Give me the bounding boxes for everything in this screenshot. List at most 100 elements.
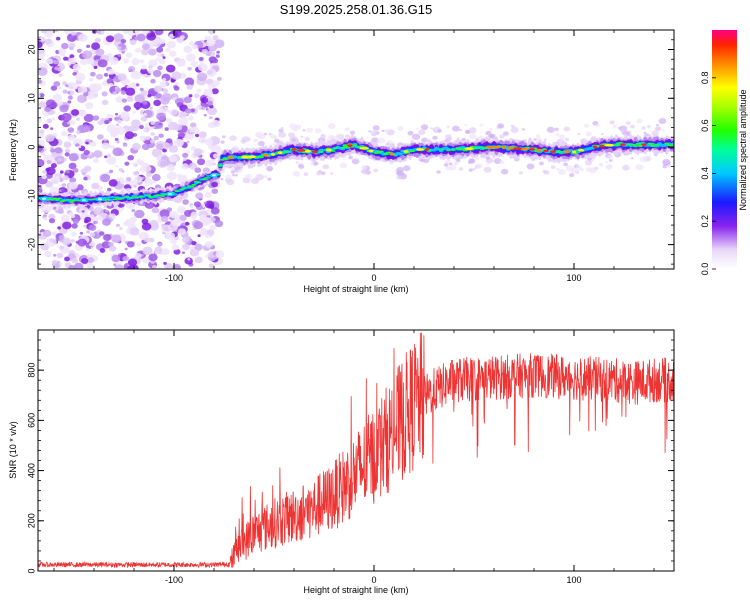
heatmap-peak-cell	[501, 146, 507, 150]
heatmap-noise-cell	[116, 123, 120, 127]
heatmap-noise-cell	[122, 256, 129, 262]
heatmap-noise-cell	[141, 256, 150, 264]
heatmap-halo-cell	[464, 123, 468, 127]
heatmap-noise-cell	[126, 96, 134, 102]
heatmap-noise-cell	[147, 68, 154, 74]
heatmap-noise-cell	[134, 209, 145, 219]
heatmap-noise-cell	[158, 133, 164, 138]
heatmap-noise-cell	[61, 237, 72, 246]
heatmap-noise-cell	[164, 127, 169, 131]
heatmap-noise-cell	[50, 85, 58, 91]
heatmap-peak-cell	[311, 150, 319, 154]
heatmap-ridge-cell	[61, 199, 67, 202]
heatmap-noise-cell	[155, 93, 162, 99]
heatmap-noise-cell	[179, 214, 187, 221]
heatmap-noise-cell	[131, 209, 136, 212]
heatmap-noise-cell	[157, 65, 163, 71]
heatmap-ridge-cell	[71, 199, 77, 202]
heatmap-noise-cell	[124, 161, 130, 166]
heatmap-noise-cell	[204, 200, 215, 209]
heatmap-noise-cell	[149, 219, 159, 228]
heatmap-noise-cell	[186, 150, 191, 154]
heatmap-noise-cell	[50, 163, 57, 169]
heatmap-noise-cell	[141, 48, 150, 56]
heatmap-halo-cell	[274, 138, 280, 143]
heatmap-noise-cell	[216, 50, 220, 54]
heatmap-noise-cell	[108, 245, 117, 252]
heatmap-noise-cell	[179, 197, 183, 200]
heatmap-noise-cell	[76, 184, 84, 191]
heatmap-noise-cell	[156, 112, 167, 121]
heatmap-noise-cell	[57, 158, 62, 162]
heatmap-noise-cell	[46, 208, 52, 212]
heatmap-noise-cell	[170, 238, 177, 245]
heatmap-halo-cell	[622, 164, 630, 171]
heatmap-peak-cell	[599, 144, 605, 148]
heatmap-noise-cell	[196, 72, 208, 82]
heatmap-noise-cell	[52, 93, 62, 102]
heatmap-halo-cell	[605, 161, 608, 164]
heatmap-noise-cell	[128, 66, 136, 72]
heatmap-noise-cell	[46, 237, 57, 247]
heatmap-noise-cell	[45, 58, 54, 65]
heatmap-noise-cell	[188, 116, 194, 121]
heatmap-noise-cell	[115, 165, 119, 168]
heatmap-halo-cell	[569, 173, 575, 178]
heatmap-halo-cell	[437, 129, 442, 133]
heatmap-noise-cell	[124, 218, 135, 227]
heatmap-halo-cell	[600, 132, 604, 136]
heatmap-noise-cell	[164, 106, 169, 110]
heatmap-noise-cell	[61, 112, 72, 122]
heatmap-halo-cell	[612, 124, 618, 128]
heatmap-noise-cell	[38, 117, 42, 123]
heatmap-noise-cell	[131, 58, 140, 66]
heatmap-halo-cell	[272, 143, 276, 146]
heatmap-halo-cell	[255, 174, 260, 178]
heatmap-noise-cell	[187, 66, 192, 71]
heatmap-peak-cell	[296, 149, 306, 152]
heatmap-noise-cell	[89, 141, 97, 147]
heatmap-noise-cell	[203, 113, 207, 117]
heatmap-peak-cell	[572, 150, 576, 154]
heatmap-noise-cell	[111, 234, 122, 243]
heatmap-halo-cell	[656, 123, 659, 127]
heatmap-noise-cell	[132, 111, 136, 114]
heatmap-halo-cell	[486, 163, 490, 166]
heatmap-noise-cell	[150, 78, 156, 84]
heatmap-noise-cell	[64, 256, 70, 262]
heatmap-halo-cell	[662, 159, 671, 166]
heatmap-halo-cell	[267, 177, 272, 181]
heatmap-peak-cell	[543, 149, 549, 153]
heatmap-noise-cell	[123, 78, 131, 85]
heatmap-noise-cell	[123, 221, 128, 226]
heatmap-ridge-cell	[450, 149, 456, 151]
heatmap-noise-cell	[169, 50, 177, 57]
heatmap-noise-cell	[103, 234, 112, 241]
heatmap-noise-cell	[93, 65, 98, 69]
heatmap-halo-cell	[371, 137, 379, 143]
heatmap-noise-cell	[101, 142, 110, 150]
heatmap-noise-cell	[119, 227, 123, 230]
heatmap-halo-cell	[229, 135, 237, 141]
heatmap-noise-cell	[77, 85, 88, 94]
heatmap-noise-cell	[152, 180, 157, 184]
heatmap-halo-cell	[322, 164, 330, 170]
heatmap-noise-cell	[50, 127, 54, 130]
heatmap-halo-cell	[647, 125, 651, 128]
heatmap-halo-cell	[542, 170, 547, 174]
heatmap-noise-cell	[67, 134, 76, 141]
heatmap-halo-cell	[499, 134, 505, 139]
heatmap-noise-cell	[126, 176, 132, 182]
heatmap-ridge-cell	[105, 196, 111, 200]
heatmap-noise-cell	[62, 221, 72, 230]
y-tick-label: 0	[26, 145, 36, 150]
heatmap-noise-cell	[140, 68, 148, 75]
heatmap-noise-cell	[59, 245, 64, 250]
heatmap-noise-cell	[106, 153, 112, 158]
heatmap-halo-cell	[289, 123, 298, 130]
spectrogram-y-ticks: -20 -10 0 10 20	[26, 29, 674, 265]
x-tick-label: 100	[566, 273, 581, 283]
heatmap-ridge-cell	[340, 146, 346, 149]
heatmap-halo-cell	[564, 137, 570, 142]
heatmap-halo-cell	[280, 127, 284, 130]
